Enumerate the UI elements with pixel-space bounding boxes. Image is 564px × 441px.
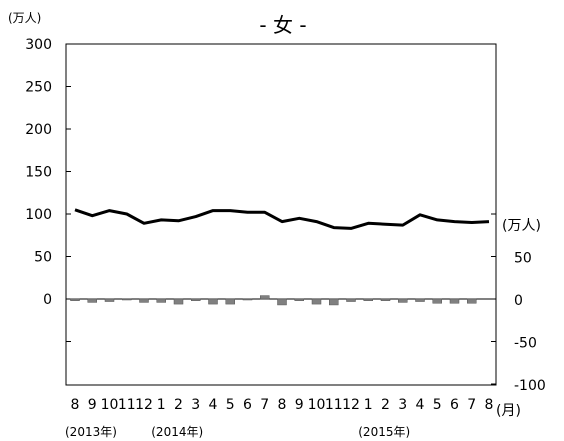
x-tick-label: 11 — [325, 397, 343, 413]
right-tick-label: -50 — [514, 336, 537, 352]
bar — [225, 298, 235, 305]
bar — [208, 298, 218, 305]
bar — [260, 295, 270, 300]
bar — [173, 298, 184, 305]
x-tick-label: 4 — [209, 397, 218, 413]
bar — [87, 298, 97, 303]
x-tick-label: 3 — [191, 397, 200, 413]
bar — [329, 298, 339, 306]
right-tick-label: 50 — [514, 251, 532, 267]
x-axis-unit: (月) — [496, 403, 521, 419]
x-tick-label: 12 — [342, 397, 360, 413]
bar — [242, 298, 253, 301]
bar — [294, 298, 304, 301]
x-tick-label: 7 — [260, 397, 269, 413]
x-tick-label: 9 — [88, 397, 97, 413]
left-tick-label: 50 — [34, 250, 52, 266]
bar — [70, 298, 80, 301]
line-series — [74, 208, 490, 230]
x-tick-label: 12 — [135, 397, 153, 413]
year-label: (2015年) — [358, 425, 410, 439]
x-tick-label: 6 — [450, 397, 459, 413]
bar — [346, 298, 356, 302]
bar — [104, 298, 115, 302]
x-tick-label: 11 — [118, 397, 136, 413]
bar — [311, 298, 322, 305]
x-tick-label: 9 — [295, 397, 304, 413]
chart-title: - 女 - — [259, 13, 306, 37]
bar — [277, 298, 287, 306]
x-tick-label: 1 — [157, 397, 166, 413]
left-tick-label: 150 — [25, 165, 52, 181]
bar — [398, 298, 408, 303]
x-tick-label: 2 — [174, 397, 183, 413]
left-tick-label: 250 — [25, 80, 52, 96]
x-tick-label: 5 — [226, 397, 235, 413]
bar — [467, 298, 477, 304]
year-label: (2013年) — [65, 425, 117, 439]
right-tick-label: -100 — [514, 378, 546, 394]
x-tick-label: 8 — [71, 397, 80, 413]
x-tick-label: 3 — [398, 397, 407, 413]
bar — [191, 298, 201, 301]
x-tick-label: 5 — [433, 397, 442, 413]
bar — [363, 298, 373, 301]
bar — [139, 298, 149, 303]
bar — [415, 298, 425, 302]
left-tick-label: 0 — [43, 292, 52, 308]
bar — [380, 298, 391, 301]
bar — [156, 298, 166, 303]
year-label: (2014年) — [151, 425, 203, 439]
x-tick-label: 6 — [243, 397, 252, 413]
right-tick-label: 0 — [514, 293, 523, 309]
bar — [122, 298, 132, 301]
x-tick-label: 10 — [101, 397, 119, 413]
right-axis-unit: (万人) — [502, 218, 541, 234]
x-tick-label: 10 — [308, 397, 326, 413]
x-tick-label: 4 — [416, 397, 425, 413]
x-tick-label: 2 — [381, 397, 390, 413]
x-tick-label: 7 — [467, 397, 476, 413]
left-tick-label: 300 — [25, 37, 52, 53]
x-tick-label: 8 — [485, 397, 494, 413]
x-tick-label: 8 — [278, 397, 287, 413]
left-axis-unit: (万人) — [8, 11, 41, 25]
left-tick-label: 100 — [25, 207, 52, 223]
left-tick-label: 200 — [25, 122, 52, 138]
bar — [432, 298, 442, 304]
x-tick-label: 1 — [364, 397, 373, 413]
bar — [449, 298, 460, 304]
